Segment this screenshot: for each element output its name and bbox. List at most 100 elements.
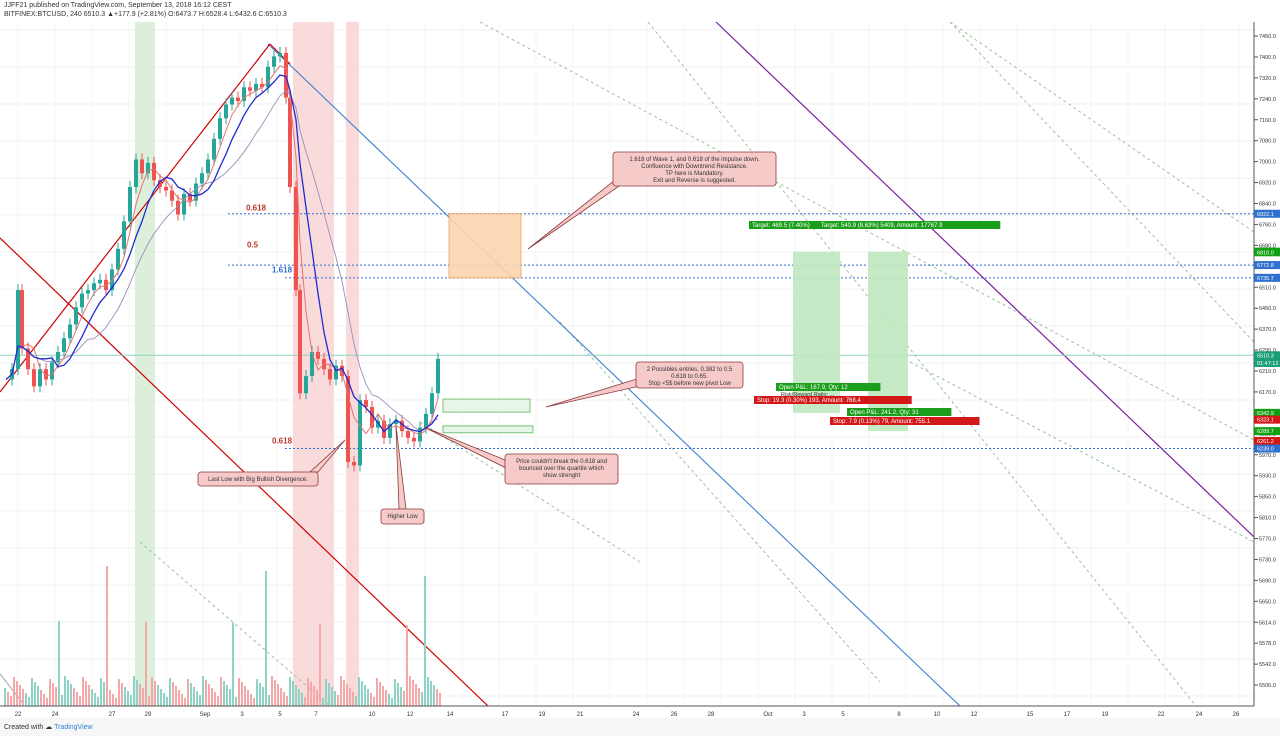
candle bbox=[152, 162, 156, 181]
time-tick-label: 24 bbox=[52, 712, 59, 718]
volume-bar bbox=[349, 688, 351, 706]
volume-bar bbox=[31, 678, 33, 706]
candle bbox=[122, 221, 126, 249]
green-band bbox=[135, 22, 155, 706]
volume-bar bbox=[160, 689, 162, 706]
price-tick-label: 6370.0 bbox=[1259, 327, 1276, 333]
price-tick-label: 6760.0 bbox=[1259, 222, 1276, 228]
time-tick-label: 15 bbox=[1027, 712, 1034, 718]
time-tick-label: 17 bbox=[1064, 712, 1071, 718]
volume-bar bbox=[433, 685, 435, 706]
candle bbox=[334, 365, 338, 380]
volume-bar bbox=[361, 681, 363, 706]
candle bbox=[146, 162, 150, 174]
candle bbox=[430, 393, 434, 414]
volume-bar bbox=[91, 689, 93, 706]
price-tick-label: 5930.0 bbox=[1259, 474, 1276, 480]
time-tick-label: 22 bbox=[15, 712, 22, 718]
volume-bar bbox=[229, 689, 231, 706]
candle bbox=[128, 186, 132, 222]
volume-bar bbox=[103, 682, 105, 706]
volume-bar bbox=[271, 676, 273, 706]
price-badge-label: 6239.0 bbox=[1257, 447, 1274, 453]
candle bbox=[364, 400, 368, 407]
time-tick-label: 19 bbox=[1102, 712, 1109, 718]
entry-zone-box bbox=[442, 425, 534, 434]
candle bbox=[288, 97, 292, 187]
time-tick-label: 24 bbox=[1196, 712, 1203, 718]
volume-bar bbox=[193, 687, 195, 706]
callout-text: Exit and Reverse is suggested. bbox=[653, 178, 736, 184]
price-badge-label: 01:47:12 bbox=[1257, 361, 1278, 367]
volume-bar bbox=[205, 680, 207, 706]
price-tick-label: 7400.0 bbox=[1259, 55, 1276, 61]
price-tick-label: 5810.0 bbox=[1259, 516, 1276, 522]
candle bbox=[86, 290, 90, 294]
volume-bar bbox=[49, 679, 51, 706]
volume-bar bbox=[235, 697, 237, 706]
volume-bar bbox=[280, 688, 282, 706]
volume-bar bbox=[358, 677, 360, 706]
time-tick-label: Oct bbox=[763, 712, 773, 718]
callout-box bbox=[504, 453, 619, 485]
tradingview-logo[interactable]: ☁ TradingView bbox=[45, 724, 93, 731]
position1-sub: Risk/Reward Ratio: ... bbox=[781, 392, 835, 398]
price-tick-label: 5614.0 bbox=[1259, 620, 1276, 626]
volume-bar bbox=[187, 679, 189, 706]
callout-text: Stop <5$ before new pivot Low bbox=[648, 381, 731, 387]
volume-bar bbox=[337, 695, 339, 706]
price-tick-label: 5578.0 bbox=[1259, 641, 1276, 647]
time-tick-label: 7 bbox=[314, 712, 318, 718]
volume-bar bbox=[58, 621, 60, 706]
volume-bar bbox=[238, 678, 240, 706]
volume-bar bbox=[427, 677, 429, 706]
volume-bar bbox=[355, 696, 357, 706]
time-tick-label: 19 bbox=[539, 712, 546, 718]
price-tick-label: 5506.0 bbox=[1259, 683, 1276, 689]
candle bbox=[278, 52, 282, 57]
price-tick-label: 5650.0 bbox=[1259, 599, 1276, 605]
callout-text: 2 Possibles entries, 0.382 to 0.5 bbox=[647, 367, 733, 373]
time-tick-label: 26 bbox=[671, 712, 678, 718]
time-tick-label: 21 bbox=[577, 712, 584, 718]
volume-bar bbox=[250, 694, 252, 706]
candle bbox=[352, 461, 356, 466]
volume-bar bbox=[172, 682, 174, 706]
callout-text: Higher Low bbox=[387, 514, 418, 520]
volume-bar bbox=[430, 681, 432, 706]
candle bbox=[38, 369, 42, 387]
candle bbox=[20, 290, 24, 349]
time-tick-label: 5 bbox=[841, 712, 845, 718]
channel-upper-line bbox=[0, 43, 271, 393]
volume-bar bbox=[67, 680, 69, 706]
time-tick-label: 27 bbox=[109, 712, 116, 718]
price-badge-label: 6735.7 bbox=[1257, 276, 1274, 282]
candle bbox=[212, 138, 216, 160]
trend-dashed-line bbox=[419, 421, 641, 563]
candle bbox=[62, 338, 66, 352]
price-tick-label: 6170.0 bbox=[1259, 390, 1276, 396]
callout-box bbox=[197, 471, 319, 487]
candle bbox=[218, 118, 222, 139]
time-tick-label: 10 bbox=[934, 712, 941, 718]
volume-bar bbox=[88, 685, 90, 706]
time-tick-label: 24 bbox=[633, 712, 640, 718]
volume-bar bbox=[382, 686, 384, 706]
candle bbox=[98, 279, 102, 284]
volume-bar bbox=[94, 693, 96, 706]
volume-bar bbox=[256, 679, 258, 706]
candle bbox=[224, 104, 228, 119]
trend-dashed-line bbox=[647, 22, 1197, 706]
candle bbox=[406, 431, 410, 438]
trend-dashed-line bbox=[559, 321, 881, 683]
trend-dashed-line bbox=[479, 22, 1254, 441]
volume-bar bbox=[211, 688, 213, 706]
candle bbox=[340, 365, 344, 377]
volume-bar bbox=[127, 691, 129, 706]
annotation-bounce: Price couldn't break the 0.618 andbounce… bbox=[423, 426, 619, 485]
volume-bar bbox=[283, 692, 285, 706]
volume-bar bbox=[331, 687, 333, 706]
candle bbox=[236, 97, 240, 102]
price-tick-label: 6290.0 bbox=[1259, 348, 1276, 354]
